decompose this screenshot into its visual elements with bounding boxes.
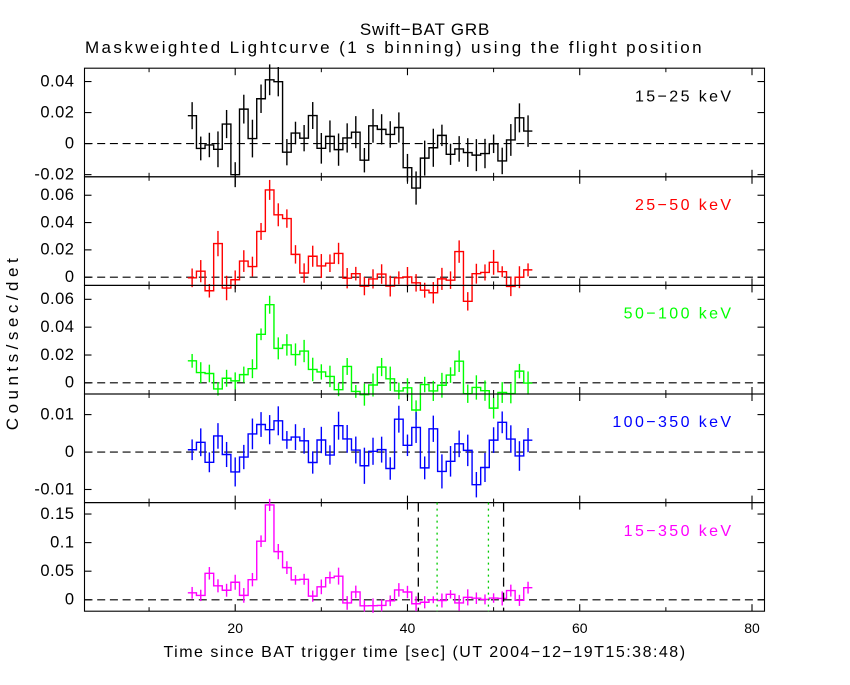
svg-text:Time since BAT trigger time [s: Time since BAT trigger time [sec] (UT 20…: [163, 644, 686, 661]
svg-text:0.01: 0.01: [40, 405, 74, 423]
svg-text:Swift−BAT GRB: Swift−BAT GRB: [360, 20, 490, 39]
svg-text:15−25 keV: 15−25 keV: [635, 88, 734, 105]
svg-text:0.04: 0.04: [40, 318, 74, 336]
svg-text:100−350 keV: 100−350 keV: [612, 414, 733, 431]
svg-text:0.05: 0.05: [40, 562, 74, 580]
svg-text:60: 60: [572, 620, 588, 636]
svg-text:0.1: 0.1: [50, 533, 74, 551]
svg-text:0.06: 0.06: [40, 290, 74, 308]
svg-text:0.02: 0.02: [40, 346, 74, 364]
svg-text:0: 0: [65, 374, 75, 392]
svg-text:-0.01: -0.01: [34, 480, 74, 498]
svg-text:50−100 keV: 50−100 keV: [624, 306, 734, 323]
svg-text:20: 20: [227, 620, 243, 636]
svg-text:0: 0: [65, 134, 75, 152]
svg-text:-0.02: -0.02: [34, 165, 74, 183]
svg-text:0.15: 0.15: [40, 505, 74, 523]
svg-text:0.02: 0.02: [40, 241, 74, 259]
svg-text:0.02: 0.02: [40, 103, 74, 121]
svg-text:Maskweighted Lightcurve (1 s b: Maskweighted Lightcurve (1 s binning) us…: [85, 38, 704, 57]
svg-text:25−50 keV: 25−50 keV: [635, 197, 734, 214]
svg-text:80: 80: [744, 620, 760, 636]
svg-text:40: 40: [400, 620, 416, 636]
svg-text:0: 0: [65, 268, 75, 286]
svg-text:15−350 keV: 15−350 keV: [624, 523, 734, 540]
svg-text:0: 0: [65, 591, 75, 609]
svg-text:0.06: 0.06: [40, 186, 74, 204]
svg-text:0.04: 0.04: [40, 213, 74, 231]
svg-text:0: 0: [65, 443, 75, 461]
svg-text:0.04: 0.04: [40, 72, 74, 90]
svg-text:Counts/sec/det: Counts/sec/det: [3, 254, 22, 430]
